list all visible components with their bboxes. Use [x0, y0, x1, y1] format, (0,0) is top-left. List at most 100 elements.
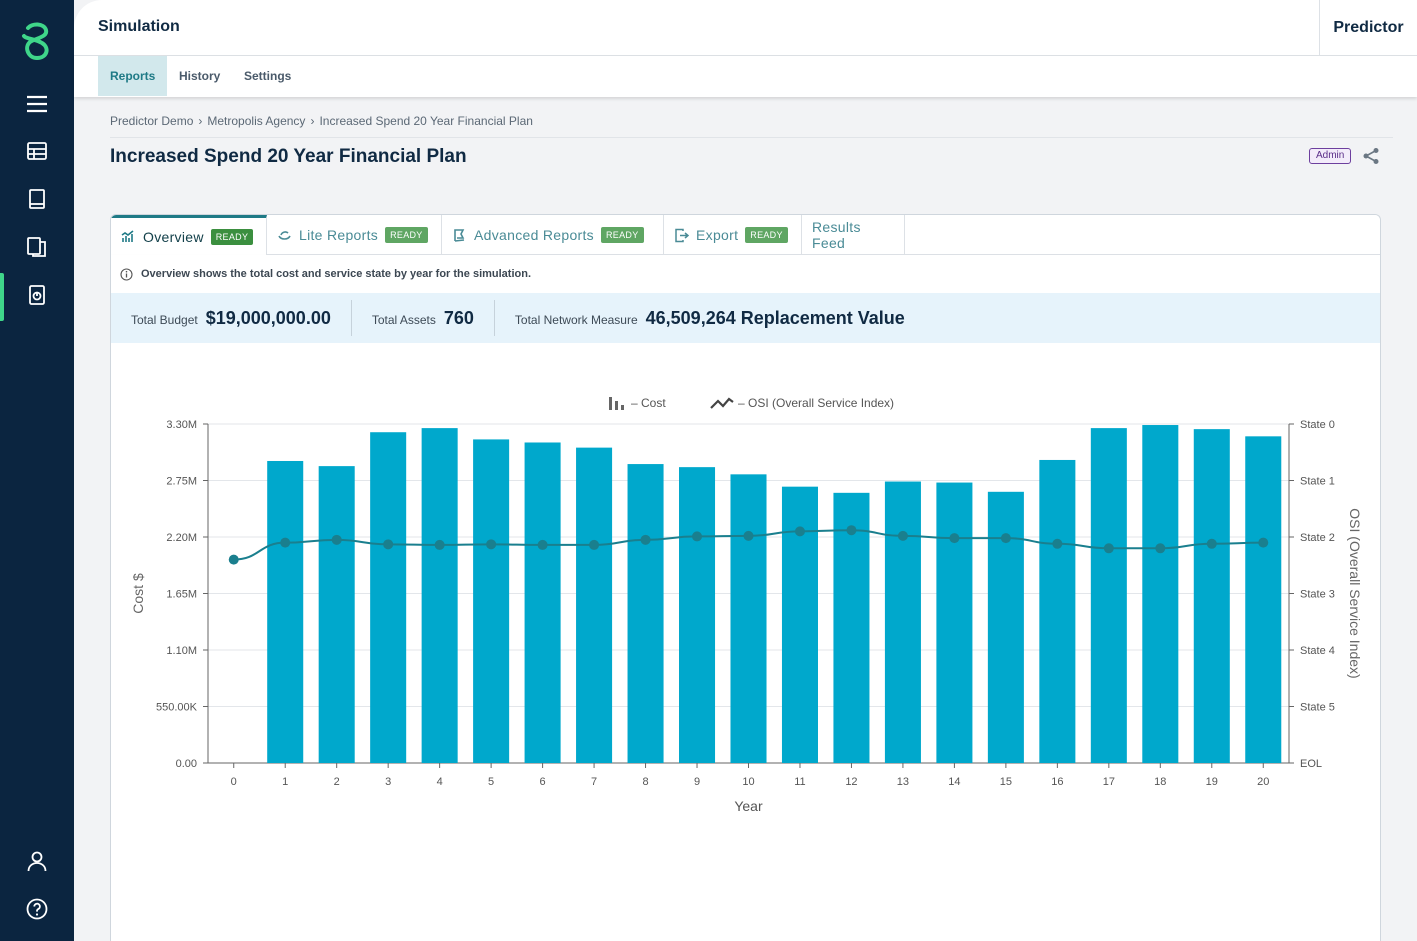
bar-chart-icon: [621, 405, 624, 410]
osi-point: [331, 534, 342, 545]
info-icon: [120, 267, 133, 281]
product-name[interactable]: Predictor: [1319, 0, 1417, 56]
osi-point: [1258, 537, 1269, 548]
tab-label: Export: [696, 227, 739, 243]
tab-lite-reports[interactable]: Lite Reports READY: [267, 215, 442, 255]
stat-value: $19,000,000.00: [205, 308, 331, 328]
x-tick-label: 5: [488, 776, 494, 788]
cost-bar: [473, 439, 510, 763]
x-tick-label: 18: [1154, 776, 1166, 788]
status-badge: READY: [600, 227, 644, 243]
y-tick-label: 1.10M: [166, 645, 197, 657]
osi-point: [383, 539, 394, 550]
summary-stats: Total Budget $19,000,000.00 Total Assets…: [111, 293, 1380, 343]
x-tick-label: 17: [1103, 776, 1115, 788]
osi-point: [949, 533, 960, 544]
stat-label: Total Network Measure: [514, 313, 638, 327]
cost-bar: [833, 492, 870, 763]
y2-tick-label: State 0: [1300, 419, 1335, 431]
app-logo[interactable]: [20, 22, 54, 62]
tab-export[interactable]: Export READY: [664, 215, 802, 255]
y-tick-label: 3.30M: [166, 419, 197, 431]
osi-point: [434, 539, 445, 550]
line-chart-icon: [710, 397, 734, 409]
y-tick-label: 1.65M: [166, 589, 197, 601]
osi-point: [1155, 543, 1166, 554]
help-icon[interactable]: [0, 887, 74, 931]
osi-point: [1103, 543, 1114, 554]
simulation-report-icon[interactable]: [0, 273, 74, 321]
files-icon[interactable]: [0, 225, 74, 269]
cost-bar: [267, 460, 304, 763]
y-tick-label: 0.00: [176, 758, 197, 770]
share-icon[interactable]: [1362, 147, 1380, 165]
y2-axis-label: OSI (Overall Service Index): [1347, 508, 1363, 678]
tab-label: Advanced Reports: [474, 227, 594, 243]
chart-canvas: 0.00 550.00K 1.10M 1.65M 2.20M 2.75M 3.30M EOL S…: [130, 396, 1363, 814]
x-tick-label: 20: [1257, 776, 1269, 788]
tab-overview[interactable]: Overview READY: [111, 215, 267, 255]
x-tick-label: 9: [694, 776, 700, 788]
osi-point: [1000, 533, 1011, 544]
tab-label: Results Feed: [812, 219, 861, 251]
sub-navigation: Reports History Settings: [74, 56, 1417, 97]
x-tick-label: 2: [334, 776, 340, 788]
role-badge: Admin: [1309, 148, 1352, 164]
tab-advanced-reports[interactable]: Advanced Reports READY: [442, 215, 664, 255]
cost-bar: [524, 442, 561, 763]
legend-label: – OSI (Overall Service Index): [738, 396, 894, 410]
tab-history[interactable]: History: [179, 69, 221, 83]
stat-network-measure: Total Network Measure 46,509,264 Replace…: [495, 300, 925, 336]
x-axis-label: Year: [734, 798, 763, 814]
osi-point: [692, 531, 703, 542]
tab-results-feed[interactable]: Results Feed: [802, 215, 905, 255]
y-tick-label: 2.20M: [166, 532, 197, 544]
osi-point: [640, 534, 651, 545]
breadcrumb-item[interactable]: Predictor Demo: [110, 114, 194, 128]
page-title: Increased Spend 20 Year Financial Plan: [110, 146, 467, 167]
cost-bar: [730, 474, 767, 763]
y-axis-label: Cost $: [130, 573, 146, 614]
menu-icon[interactable]: [0, 82, 74, 126]
y2-tick-label: State 2: [1300, 532, 1335, 544]
map-icon: [454, 228, 465, 242]
x-tick-label: 12: [845, 776, 857, 788]
breadcrumb-item[interactable]: Metropolis Agency: [207, 114, 306, 128]
stat-value: 760: [443, 308, 474, 328]
osi-point: [794, 526, 805, 537]
stat-label: Total Budget: [131, 313, 198, 327]
cost-bar: [884, 481, 921, 763]
cost-bar: [627, 464, 664, 763]
cost-bar: [1245, 436, 1282, 763]
cost-bar: [679, 467, 716, 763]
y2-tick-label: State 1: [1300, 476, 1335, 488]
report-tabs: Overview READY Lite Reports READY Advanc…: [111, 215, 1380, 255]
x-tick-label: 19: [1206, 776, 1218, 788]
chart-icon: [121, 230, 134, 242]
tab-settings[interactable]: Settings: [244, 69, 292, 83]
y-tick-label: 2.75M: [166, 476, 197, 488]
left-sidebar: [0, 0, 74, 941]
y2-tick-label: State 4: [1300, 645, 1335, 657]
y2-tick-label: State 5: [1300, 702, 1335, 714]
tab-label: Overview: [143, 228, 204, 245]
osi-point: [228, 554, 239, 565]
x-tick-label: 10: [742, 776, 754, 788]
bar-chart-icon: [609, 397, 612, 410]
user-icon[interactable]: [0, 839, 74, 883]
cost-bar: [318, 466, 355, 763]
cost-bar: [936, 482, 973, 763]
osi-point: [1206, 538, 1217, 549]
osi-point: [486, 539, 497, 550]
stat-value: 46,509,264 Replacement Value: [645, 308, 905, 328]
inventory-icon[interactable]: [0, 129, 74, 173]
cost-bar: [1090, 428, 1127, 763]
tab-reports[interactable]: Reports: [98, 56, 168, 96]
breadcrumb: Predictor Demo › Metropolis Agency › Inc…: [110, 114, 533, 128]
x-tick-label: 7: [591, 776, 597, 788]
osi-point: [537, 539, 548, 550]
osi-point: [743, 530, 754, 541]
document-icon[interactable]: [0, 177, 74, 221]
osi-point: [897, 530, 908, 541]
stat-label: Total Assets: [371, 313, 436, 327]
